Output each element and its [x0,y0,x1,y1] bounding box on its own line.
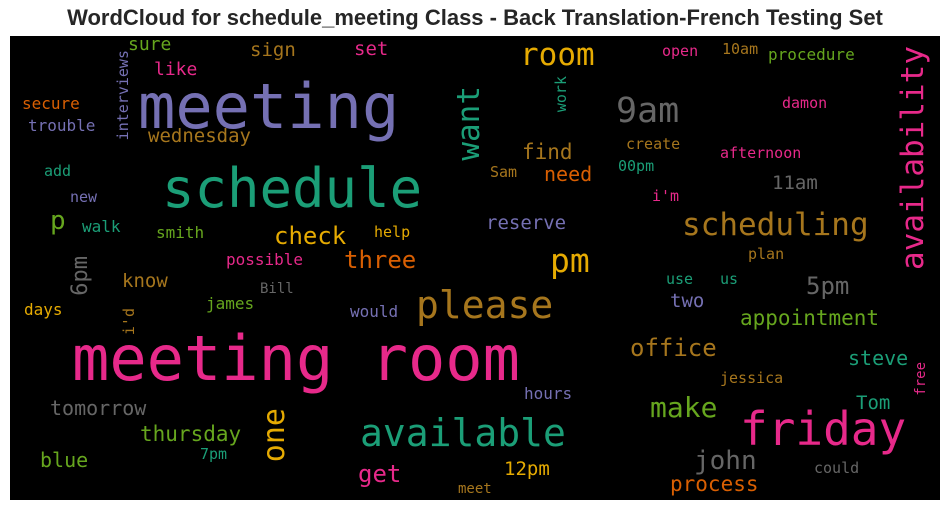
cloud-word: secure [22,94,80,113]
cloud-word: afternoon [720,144,802,162]
cloud-word: i'd [120,308,138,336]
cloud-word: need [544,162,593,186]
cloud-word: set [354,38,389,60]
cloud-word: available [360,411,566,455]
cloud-word: help [374,223,411,241]
cloud-word: availability [895,46,931,270]
cloud-word: meeting [138,70,400,143]
cloud-word: office [630,334,717,362]
cloud-word: 9am [616,91,680,131]
cloud-word: p [50,206,66,236]
cloud-word: 6pm [68,256,93,296]
cloud-word: appointment [740,306,880,330]
cloud-word: one [257,408,292,463]
cloud-word: new [70,188,98,206]
cloud-word: blue [40,448,89,472]
cloud-word: Tom [856,392,891,414]
cloud-word: sign [250,39,296,61]
cloud-word: would [350,302,399,321]
chart-title: WordCloud for schedule_meeting Class - B… [67,5,883,30]
cloud-word: make [650,391,718,424]
cloud-word: three [344,246,417,274]
cloud-word: free [913,362,929,396]
cloud-word: find [522,140,573,164]
cloud-word: Sam [490,163,518,181]
cloud-word: tomorrow [50,396,147,420]
cloud-word: john [694,446,757,476]
cloud-word: damon [782,94,828,112]
cloud-word: wednesday [148,125,251,147]
cloud-word: interviews [114,50,132,141]
cloud-word: please [416,283,554,327]
cloud-word: know [122,270,168,292]
cloud-word: trouble [28,116,96,135]
cloud-word: 12pm [504,458,550,480]
cloud-word: get [358,460,402,488]
cloud-word: use [666,270,694,288]
cloud-word: friday [740,402,907,456]
cloud-word: 10am [722,40,759,58]
cloud-word: like [154,59,198,80]
cloud-word: Bill [260,281,294,297]
cloud-word: reserve [486,212,567,234]
cloud-word: meeting room [72,322,520,395]
cloud-word: walk [82,217,121,236]
cloud-word: us [720,270,739,288]
cloud-word: plan [748,245,785,263]
cloud-word: thursday [140,422,242,446]
cloud-word: check [274,222,347,250]
cloud-word: 5pm [806,272,850,300]
cloud-word: possible [226,250,304,269]
cloud-word: james [206,294,255,313]
cloud-word: work [552,76,570,113]
cloud-word: two [670,290,705,312]
cloud-word: process [670,472,759,496]
cloud-word: open [662,42,699,60]
cloud-word: room [520,37,595,73]
cloud-word: create [626,135,681,153]
cloud-word: days [24,300,63,319]
cloud-word: jessica [720,369,784,387]
cloud-word: i'm [652,187,680,205]
cloud-word: steve [848,346,909,370]
cloud-word: pm [550,241,590,280]
cloud-word: smith [156,223,205,242]
cloud-word: want [451,86,487,161]
cloud-word: could [814,459,860,477]
cloud-word: scheduling [682,207,869,243]
cloud-word: procedure [768,45,855,64]
cloud-word: meet [458,481,492,497]
word-cloud: meeting room meeting schedule friday availab… [10,36,940,500]
cloud-word: 11am [772,172,818,194]
cloud-word: add [44,162,72,180]
cloud-word: schedule [162,157,423,220]
cloud-word: hours [524,384,573,403]
cloud-word: 00pm [618,157,655,175]
cloud-word: sure [128,36,172,55]
cloud-word: 7pm [200,445,228,463]
